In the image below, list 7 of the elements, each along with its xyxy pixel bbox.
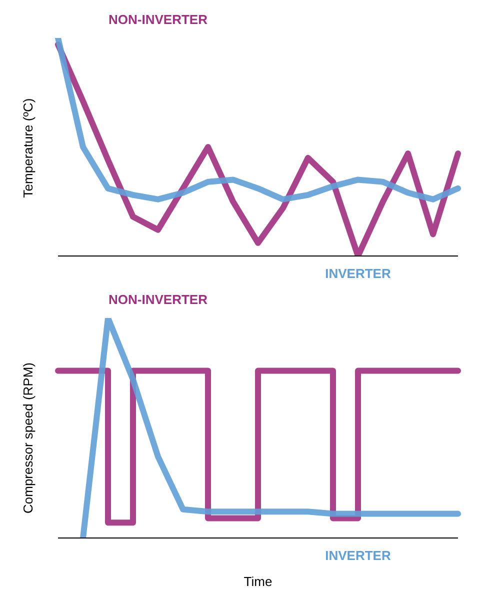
text: NON-INVERTER (108, 12, 208, 27)
y-axis-title: Temperature (ºC) (20, 97, 36, 200)
text: INVERTER (325, 548, 392, 563)
text: NON-INVERTER (108, 292, 208, 307)
x-axis-title: Time (244, 574, 272, 589)
y-axis-title: Compressor speed (RPM) (20, 362, 36, 516)
text: INVERTER (325, 266, 392, 281)
